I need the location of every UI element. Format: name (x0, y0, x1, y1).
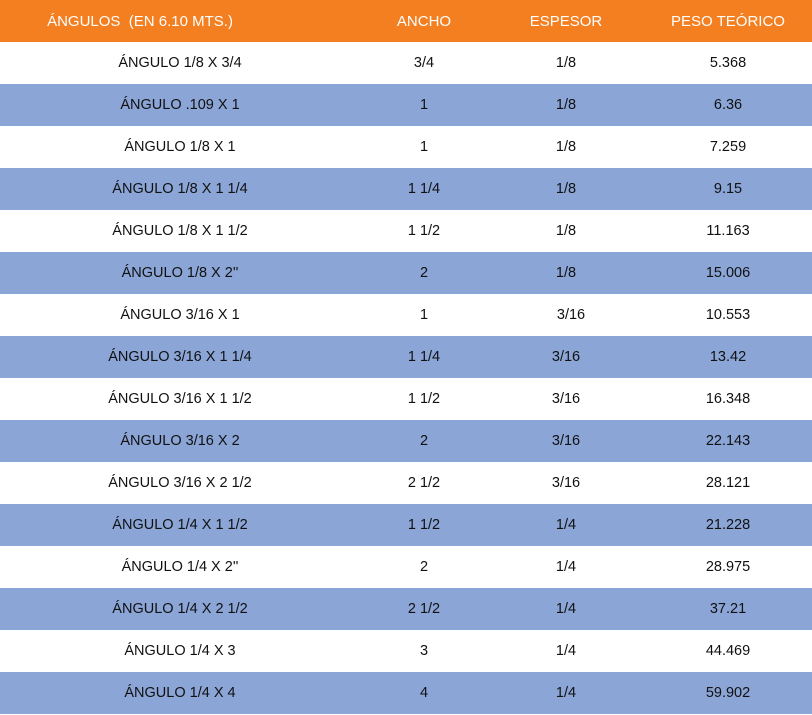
table-row: ÁNGULO 1/4 X 4 4 1/4 59.902 (0, 672, 812, 714)
table-row: ÁNGULO 3/16 X 1 1/4 1 1/4 3/16 13.42 (0, 336, 812, 378)
cell-ancho: 2 (360, 252, 488, 294)
cell-peso: 22.143 (644, 420, 812, 462)
table-row: ÁNGULO 3/16 X 2 2 3/16 22.143 (0, 420, 812, 462)
cell-peso: 28.121 (644, 462, 812, 504)
cell-angulo: ÁNGULO 1/4 X 2 1/2 (0, 588, 360, 630)
cell-peso: 6.36 (644, 84, 812, 126)
cell-ancho: 2 (360, 546, 488, 588)
cell-peso: 5.368 (644, 42, 812, 84)
cell-espesor: 3/16 (488, 294, 644, 336)
cell-espesor: 1/4 (488, 588, 644, 630)
cell-espesor: 1/8 (488, 210, 644, 252)
cell-peso: 59.902 (644, 672, 812, 714)
cell-espesor: 1/8 (488, 84, 644, 126)
cell-espesor: 1/4 (488, 630, 644, 672)
cell-peso: 7.259 (644, 126, 812, 168)
cell-ancho: 4 (360, 672, 488, 714)
cell-peso: 16.348 (644, 378, 812, 420)
table-row: ÁNGULO 1/4 X 3 3 1/4 44.469 (0, 630, 812, 672)
table-header: ÁNGULOS (EN 6.10 MTS.) ANCHO ESPESOR PES… (0, 0, 812, 42)
cell-angulo: ÁNGULO 3/16 X 1 1/2 (0, 378, 360, 420)
cell-ancho: 1 1/2 (360, 210, 488, 252)
header-angulos: ÁNGULOS (EN 6.10 MTS.) (0, 0, 360, 42)
cell-ancho: 1 (360, 294, 488, 336)
table-row: ÁNGULO 1/8 X 3/4 3/4 1/8 5.368 (0, 42, 812, 84)
cell-peso: 28.975 (644, 546, 812, 588)
cell-peso: 21.228 (644, 504, 812, 546)
header-ancho: ANCHO (360, 0, 488, 42)
cell-ancho: 2 1/2 (360, 462, 488, 504)
header-peso-teorico: PESO TEÓRICO (644, 0, 812, 42)
cell-peso: 10.553 (644, 294, 812, 336)
cell-angulo: ÁNGULO 3/16 X 2 (0, 420, 360, 462)
table-body: ÁNGULO 1/8 X 3/4 3/4 1/8 5.368 ÁNGULO .1… (0, 42, 812, 714)
cell-peso: 13.42 (644, 336, 812, 378)
cell-angulo: ÁNGULO 1/4 X 2'' (0, 546, 360, 588)
cell-ancho: 3/4 (360, 42, 488, 84)
header-row: ÁNGULOS (EN 6.10 MTS.) ANCHO ESPESOR PES… (0, 0, 812, 42)
cell-angulo: ÁNGULO 1/8 X 2'' (0, 252, 360, 294)
cell-ancho: 1 1/2 (360, 504, 488, 546)
cell-ancho: 1 (360, 126, 488, 168)
cell-ancho: 1 (360, 84, 488, 126)
header-espesor: ESPESOR (488, 0, 644, 42)
cell-angulo: ÁNGULO 1/8 X 3/4 (0, 42, 360, 84)
cell-espesor: 1/4 (488, 672, 644, 714)
cell-espesor: 3/16 (488, 462, 644, 504)
cell-espesor: 1/8 (488, 126, 644, 168)
cell-ancho: 1 1/2 (360, 378, 488, 420)
cell-ancho: 2 1/2 (360, 588, 488, 630)
cell-angulo: ÁNGULO 3/16 X 2 1/2 (0, 462, 360, 504)
cell-angulo: ÁNGULO 1/8 X 1 1/4 (0, 168, 360, 210)
cell-peso: 15.006 (644, 252, 812, 294)
cell-angulo: ÁNGULO 1/4 X 3 (0, 630, 360, 672)
cell-ancho: 3 (360, 630, 488, 672)
table-row: ÁNGULO 3/16 X 1 1 3/16 10.553 (0, 294, 812, 336)
table-row: ÁNGULO 1/8 X 1 1/4 1 1/4 1/8 9.15 (0, 168, 812, 210)
table-row: ÁNGULO 1/8 X 2'' 2 1/8 15.006 (0, 252, 812, 294)
table-row: ÁNGULO .109 X 1 1 1/8 6.36 (0, 84, 812, 126)
cell-espesor: 3/16 (488, 336, 644, 378)
cell-espesor: 1/8 (488, 42, 644, 84)
cell-peso: 44.469 (644, 630, 812, 672)
cell-peso: 9.15 (644, 168, 812, 210)
cell-angulo: ÁNGULO 3/16 X 1 (0, 294, 360, 336)
table-row: ÁNGULO 1/4 X 2 1/2 2 1/2 1/4 37.21 (0, 588, 812, 630)
cell-peso: 11.163 (644, 210, 812, 252)
cell-peso: 37.21 (644, 588, 812, 630)
cell-espesor: 3/16 (488, 420, 644, 462)
table-row: ÁNGULO 3/16 X 2 1/2 2 1/2 3/16 28.121 (0, 462, 812, 504)
cell-angulo: ÁNGULO 1/8 X 1 1/2 (0, 210, 360, 252)
cell-ancho: 1 1/4 (360, 168, 488, 210)
cell-angulo: ÁNGULO 1/8 X 1 (0, 126, 360, 168)
cell-angulo: ÁNGULO .109 X 1 (0, 84, 360, 126)
cell-espesor: 3/16 (488, 378, 644, 420)
table-row: ÁNGULO 1/4 X 2'' 2 1/4 28.975 (0, 546, 812, 588)
cell-angulo: ÁNGULO 1/4 X 1 1/2 (0, 504, 360, 546)
cell-angulo: ÁNGULO 3/16 X 1 1/4 (0, 336, 360, 378)
table-row: ÁNGULO 3/16 X 1 1/2 1 1/2 3/16 16.348 (0, 378, 812, 420)
cell-ancho: 2 (360, 420, 488, 462)
cell-espesor: 1/4 (488, 504, 644, 546)
cell-ancho: 1 1/4 (360, 336, 488, 378)
table-row: ÁNGULO 1/8 X 1 1/2 1 1/2 1/8 11.163 (0, 210, 812, 252)
cell-espesor: 1/8 (488, 252, 644, 294)
cell-espesor: 1/8 (488, 168, 644, 210)
table-row: ÁNGULO 1/8 X 1 1 1/8 7.259 (0, 126, 812, 168)
cell-espesor: 1/4 (488, 546, 644, 588)
cell-angulo: ÁNGULO 1/4 X 4 (0, 672, 360, 714)
table-row: ÁNGULO 1/4 X 1 1/2 1 1/2 1/4 21.228 (0, 504, 812, 546)
